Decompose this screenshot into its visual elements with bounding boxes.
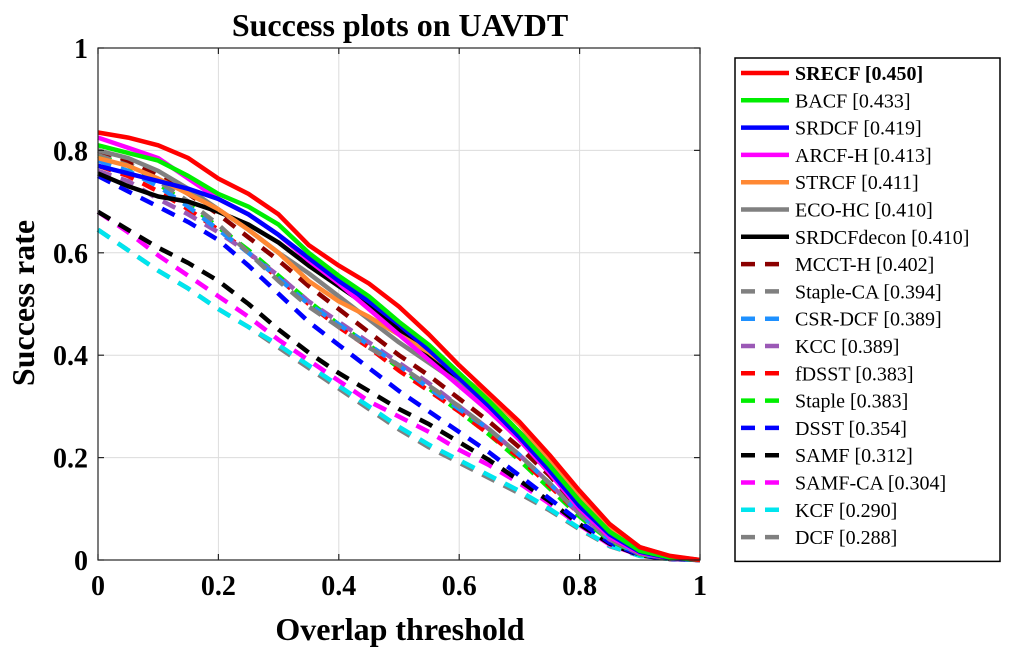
x-tick-label: 0.8 <box>562 571 597 602</box>
legend-entry-label: DCF [0.288] <box>795 527 897 549</box>
legend-entry-label: KCC [0.389] <box>795 336 899 358</box>
legend-entry-label: SAMF [0.312] <box>795 445 913 467</box>
legend-entry-label: ARCF-H [0.413] <box>795 145 932 167</box>
legend-entry-label: Staple [0.383] <box>795 391 908 413</box>
series-line <box>97 143 701 563</box>
legend-entry-label: DSST [0.354] <box>795 418 907 440</box>
series-line <box>96 209 701 563</box>
legend-entry-label: ECO-HC [0.410] <box>795 200 933 222</box>
legend: SRECF [0.450] BACF [0.433] SRDCF [0.419] AR… <box>734 57 1001 563</box>
legend-entry-label: STRCF [0.411] <box>795 172 919 194</box>
legend-entry-label: SRDCFdecon [0.410] <box>795 227 969 249</box>
y-tick-label: 0.8 <box>53 136 88 167</box>
series-line <box>97 150 701 563</box>
y-tick-label: 0.6 <box>53 239 88 270</box>
legend-entry-label: SRECF [0.450] <box>795 63 923 85</box>
x-axis-label: Overlap threshold <box>275 611 524 647</box>
series-line <box>97 130 701 563</box>
y-tick-label: 0 <box>74 546 88 577</box>
y-axis-label: Success rate <box>5 220 41 386</box>
axes-frame <box>97 47 701 561</box>
y-tick-label: 0.2 <box>53 444 88 475</box>
y-tick-label: 1 <box>74 34 88 65</box>
legend-entry-label: fDSST [0.383] <box>795 363 914 385</box>
legend-entry-label: MCCT-H [0.402] <box>795 254 934 276</box>
legend-entry-label: SRDCF [0.419] <box>795 118 922 140</box>
x-tick-label: 0.4 <box>321 571 356 602</box>
legend-entry-label: BACF [0.433] <box>795 90 911 112</box>
series-line <box>96 209 701 563</box>
x-tick-label: 0 <box>91 571 105 602</box>
legend-entry-label: Staple-CA [0.394] <box>795 281 942 303</box>
x-tick-label: 0.6 <box>442 571 477 602</box>
legend-entry-label: CSR-DCF [0.389] <box>795 309 942 331</box>
axes-layer: 00 0.2 0.2 0.4 0.4 0.6 0.6 0.8 0.8 1 1 <box>53 34 707 602</box>
x-tick-label: 0.2 <box>201 571 236 602</box>
y-tick-label: 0.4 <box>53 341 88 372</box>
legend-box <box>734 57 1001 563</box>
series-layer <box>96 130 701 563</box>
series-line <box>96 173 701 563</box>
x-tick-label: 1 <box>693 571 707 602</box>
chart-title: Success plots on UAVDT <box>232 7 568 43</box>
series-line <box>97 163 701 563</box>
legend-entry-label: KCF [0.290] <box>795 500 897 522</box>
legend-entry-label: SAMF-CA [0.304] <box>795 473 946 495</box>
